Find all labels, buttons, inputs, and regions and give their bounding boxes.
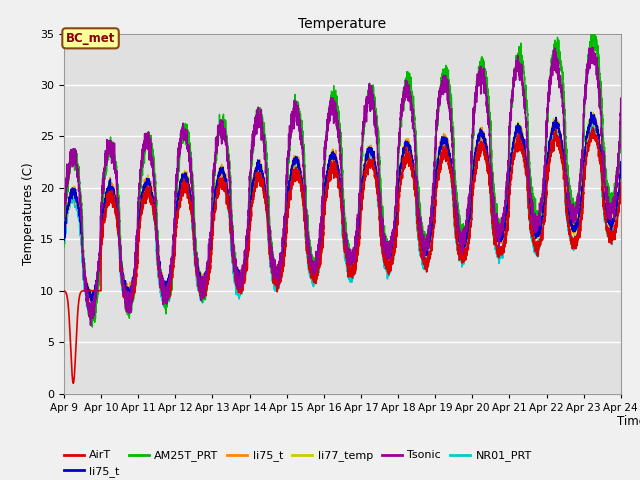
Text: BC_met: BC_met — [66, 32, 115, 45]
Title: Temperature: Temperature — [298, 17, 387, 31]
Legend: AirT, li75_t, AM25T_PRT, li75_t, li77_temp, Tsonic, NR01_PRT: AirT, li75_t, AM25T_PRT, li75_t, li77_te… — [60, 446, 536, 480]
Y-axis label: Temperatures (C): Temperatures (C) — [22, 162, 35, 265]
X-axis label: Time: Time — [618, 415, 640, 428]
